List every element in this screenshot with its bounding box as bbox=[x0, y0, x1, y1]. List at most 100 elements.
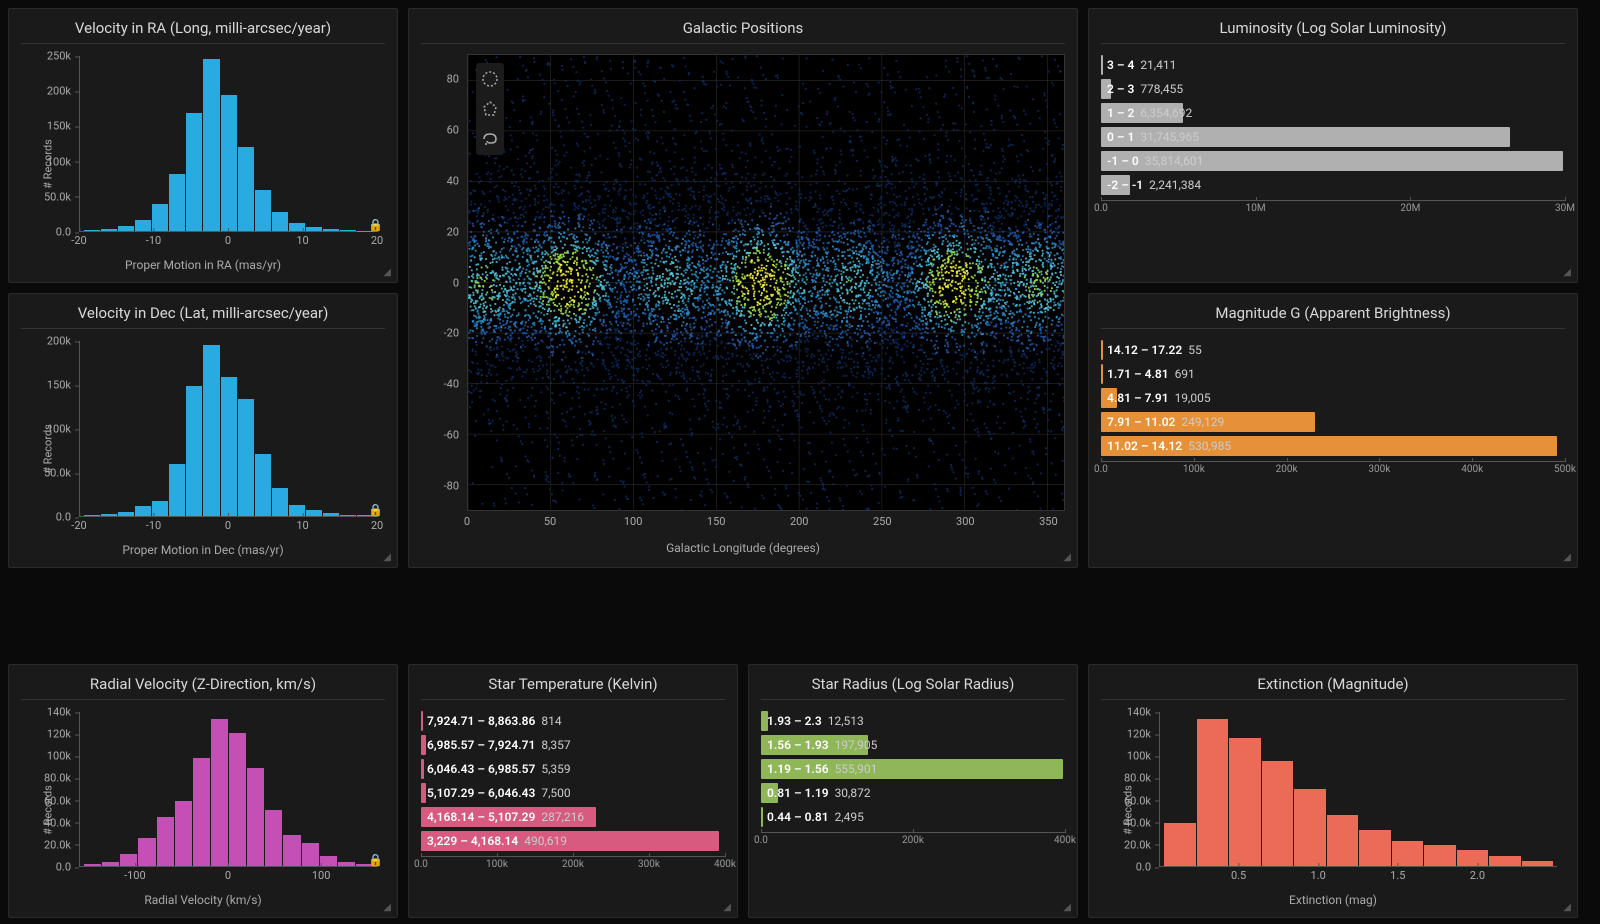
histogram-bar[interactable] bbox=[118, 512, 134, 516]
resize-handle-icon[interactable]: ◢ bbox=[383, 902, 391, 913]
hbar-row[interactable]: 6,985.57 – 7,924.718,357 bbox=[421, 734, 725, 756]
histogram-bar[interactable] bbox=[272, 488, 288, 516]
hbar-row[interactable]: 7,924.71 – 8,863.86814 bbox=[421, 710, 725, 732]
histogram-bar[interactable] bbox=[84, 230, 100, 231]
hbar-row[interactable]: 3,229 – 4,168.14490,619 bbox=[421, 830, 725, 852]
histogram-bar[interactable] bbox=[229, 733, 246, 866]
histogram-bar[interactable] bbox=[193, 758, 210, 866]
resize-handle-icon[interactable]: ◢ bbox=[383, 267, 391, 278]
histogram-bar[interactable] bbox=[186, 113, 202, 231]
histogram-bar[interactable] bbox=[118, 226, 134, 231]
histogram-bar[interactable] bbox=[323, 513, 339, 516]
hbar-row[interactable]: 7.91 – 11.02249,129 bbox=[1101, 411, 1565, 433]
histogram-bar[interactable] bbox=[1489, 856, 1521, 866]
circle-select-icon[interactable] bbox=[478, 67, 502, 91]
histogram-bar[interactable] bbox=[338, 862, 355, 866]
histogram-bar[interactable] bbox=[152, 501, 168, 516]
histogram-bar[interactable] bbox=[1392, 841, 1424, 866]
hbar-row[interactable]: 5,107.29 – 6,046.437,500 bbox=[421, 782, 725, 804]
chart-area[interactable]: 7,924.71 – 8,863.868146,985.57 – 7,924.7… bbox=[409, 700, 737, 917]
histogram-bar[interactable] bbox=[340, 230, 356, 231]
hbar-row[interactable]: 1.19 – 1.56555,901 bbox=[761, 758, 1065, 780]
histogram-bar[interactable] bbox=[247, 768, 264, 866]
lasso-select-icon[interactable] bbox=[478, 127, 502, 151]
hbar-row[interactable]: 0.81 – 1.1930,872 bbox=[761, 782, 1065, 804]
hbar-row[interactable]: 3 – 421,411 bbox=[1101, 54, 1565, 76]
histogram-bar[interactable] bbox=[175, 801, 192, 866]
hbar-row[interactable]: 4.81 – 7.9119,005 bbox=[1101, 387, 1565, 409]
hbar-row[interactable]: -1 – 035,814,601 bbox=[1101, 150, 1565, 172]
hbar-row[interactable]: 1.71 – 4.81691 bbox=[1101, 363, 1565, 385]
resize-handle-icon[interactable]: ◢ bbox=[1063, 552, 1071, 563]
histogram-bar[interactable] bbox=[323, 229, 339, 231]
hbar-row[interactable]: 1.93 – 2.312,513 bbox=[761, 710, 1065, 732]
chart-area[interactable]: Galactic Latitude (degrees) -80-60-40-20… bbox=[409, 44, 1077, 567]
histogram-bar[interactable] bbox=[186, 386, 202, 516]
histogram-bar[interactable] bbox=[1359, 830, 1391, 866]
chart-area[interactable]: 3 – 421,4112 – 3778,4551 – 26,354,6920 –… bbox=[1089, 44, 1577, 282]
chart-area[interactable]: 0.020.0k40.0k60.0k80.0k100k120k140k0.51.… bbox=[1089, 700, 1577, 917]
resize-handle-icon[interactable]: ◢ bbox=[1563, 552, 1571, 563]
histogram-bar[interactable] bbox=[1262, 761, 1294, 866]
histogram-bar[interactable] bbox=[101, 514, 117, 516]
histogram-bar[interactable] bbox=[306, 510, 322, 516]
histogram-bar[interactable] bbox=[238, 147, 254, 231]
histogram-bar[interactable] bbox=[1327, 815, 1359, 866]
resize-handle-icon[interactable]: ◢ bbox=[723, 902, 731, 913]
histogram-bar[interactable] bbox=[302, 843, 319, 866]
chart-area[interactable]: 0.050.0k100k150k200k250k-20-1001020# Rec… bbox=[9, 44, 397, 282]
histogram-bar[interactable] bbox=[255, 454, 271, 516]
histogram-bar[interactable] bbox=[135, 506, 151, 516]
histogram-bar[interactable] bbox=[320, 856, 337, 866]
histogram-bar[interactable] bbox=[283, 835, 300, 866]
histogram-bar[interactable] bbox=[1294, 789, 1326, 866]
chart-area[interactable]: 0.020.0k40.0k60.0k80.0k100k120k140k-1000… bbox=[9, 700, 397, 917]
histogram-bar[interactable] bbox=[84, 864, 101, 866]
histogram-bar[interactable] bbox=[169, 174, 185, 231]
hbar-row[interactable]: 1 – 26,354,692 bbox=[1101, 102, 1565, 124]
resize-handle-icon[interactable]: ◢ bbox=[1563, 267, 1571, 278]
resize-handle-icon[interactable]: ◢ bbox=[383, 552, 391, 563]
chart-area[interactable]: 14.12 – 17.22551.71 – 4.816914.81 – 7.91… bbox=[1089, 329, 1577, 567]
histogram-bar[interactable] bbox=[157, 817, 174, 866]
histogram-bar[interactable] bbox=[203, 345, 219, 516]
histogram-bar[interactable] bbox=[169, 464, 185, 517]
chart-area[interactable]: 0.050.0k100k150k200k-20-1001020# Records… bbox=[9, 329, 397, 567]
histogram-bar[interactable] bbox=[138, 838, 155, 866]
histogram-bar[interactable] bbox=[272, 212, 288, 231]
polygon-select-icon[interactable] bbox=[478, 97, 502, 121]
hbar-row[interactable]: -2 – -12,241,384 bbox=[1101, 174, 1565, 196]
resize-handle-icon[interactable]: ◢ bbox=[1063, 902, 1071, 913]
histogram-bar[interactable] bbox=[255, 190, 271, 231]
histogram-bar[interactable] bbox=[203, 59, 219, 231]
histogram-bar[interactable] bbox=[101, 229, 117, 231]
hbar-row[interactable]: 0.44 – 0.812,495 bbox=[761, 806, 1065, 828]
hbar-row[interactable]: 2 – 3778,455 bbox=[1101, 78, 1565, 100]
histogram-bar[interactable] bbox=[265, 810, 282, 866]
histogram-bar[interactable] bbox=[1164, 823, 1196, 866]
histogram-bar[interactable] bbox=[152, 204, 168, 231]
histogram-bar[interactable] bbox=[238, 399, 254, 516]
histogram-bar[interactable] bbox=[211, 719, 228, 866]
histogram-bar[interactable] bbox=[221, 377, 237, 516]
histogram-bar[interactable] bbox=[1522, 861, 1554, 866]
hbar-row[interactable]: 11.02 – 14.12530,985 bbox=[1101, 435, 1565, 457]
histogram-bar[interactable] bbox=[1457, 850, 1489, 866]
histogram-bar[interactable] bbox=[135, 220, 151, 231]
hbar-row[interactable]: 14.12 – 17.2255 bbox=[1101, 339, 1565, 361]
histogram-bar[interactable] bbox=[306, 227, 322, 231]
histogram-bar[interactable] bbox=[1229, 738, 1261, 866]
histogram-bar[interactable] bbox=[1424, 845, 1456, 866]
histogram-bar[interactable] bbox=[84, 515, 100, 516]
hbar-row[interactable]: 4,168.14 – 5,107.29287,216 bbox=[421, 806, 725, 828]
hbar-row[interactable]: 6,046.43 – 6,985.575,359 bbox=[421, 758, 725, 780]
chart-area[interactable]: 1.93 – 2.312,5131.56 – 1.93197,9051.19 –… bbox=[749, 700, 1077, 917]
hbar-row[interactable]: 0 – 131,745,965 bbox=[1101, 126, 1565, 148]
histogram-bar[interactable] bbox=[1197, 719, 1229, 866]
histogram-bar[interactable] bbox=[221, 95, 237, 231]
hbar-row[interactable]: 1.56 – 1.93197,905 bbox=[761, 734, 1065, 756]
histogram-bar[interactable] bbox=[340, 515, 356, 516]
resize-handle-icon[interactable]: ◢ bbox=[1563, 902, 1571, 913]
histogram-bar[interactable] bbox=[102, 862, 119, 866]
x-tick: 400k bbox=[1054, 835, 1076, 846]
